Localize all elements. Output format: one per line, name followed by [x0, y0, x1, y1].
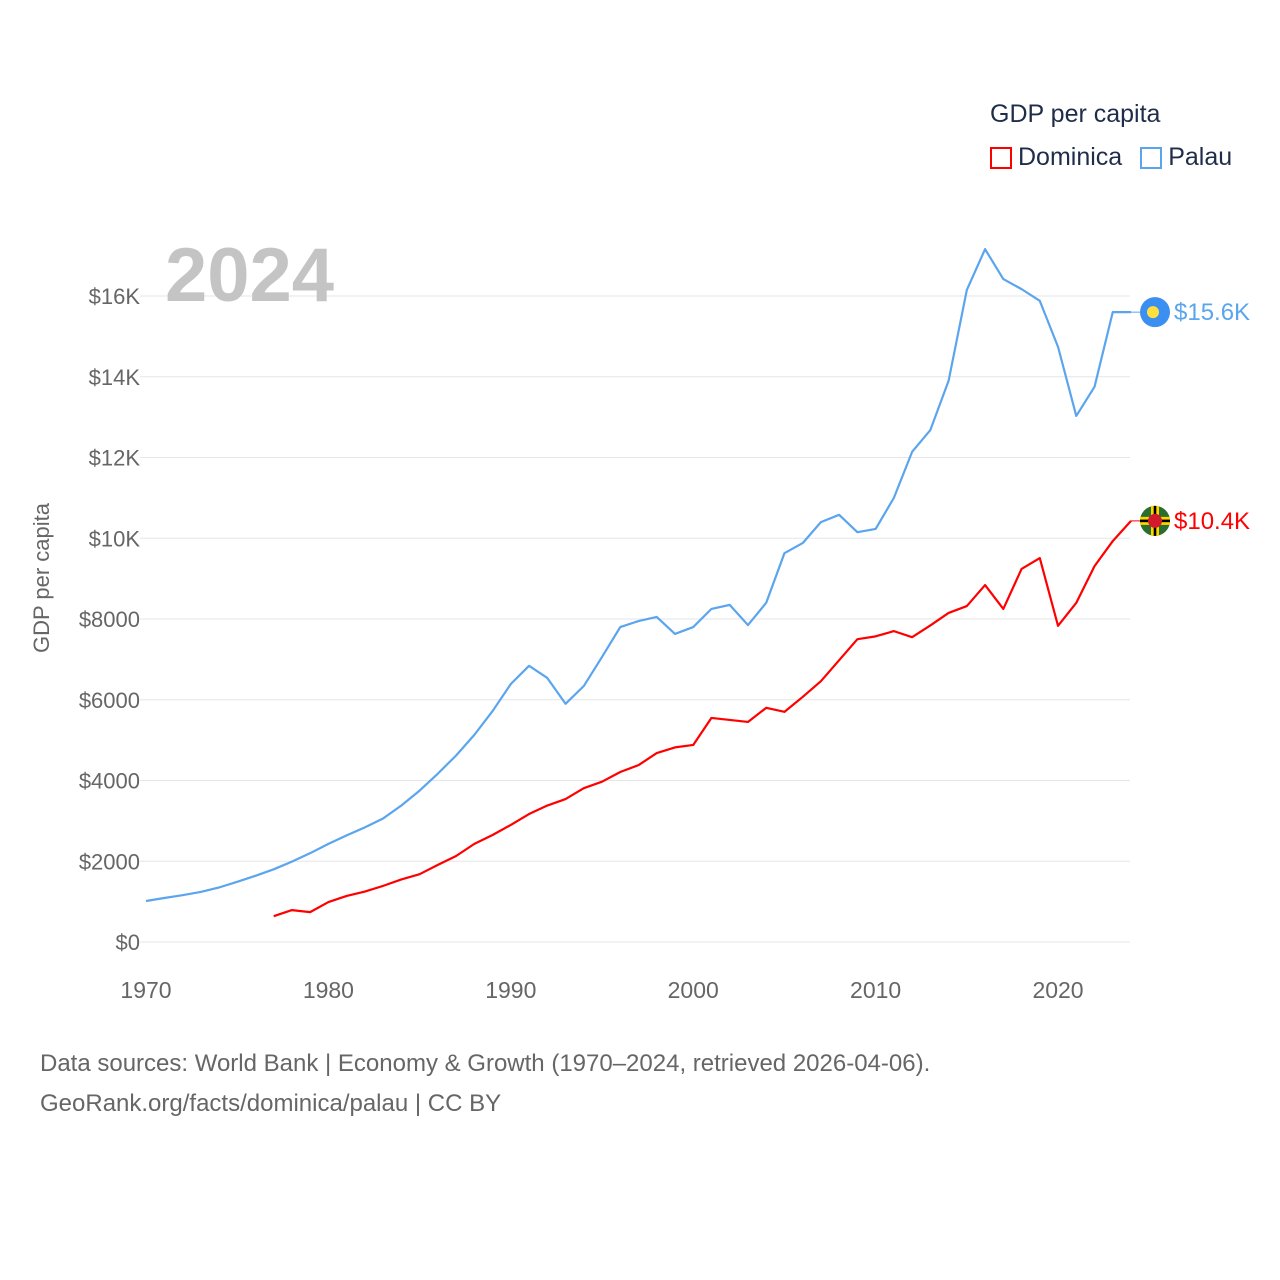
- x-tick-label: 2000: [668, 977, 719, 1003]
- dominica-flag-disc: [1148, 513, 1162, 528]
- legend-swatch-dominica: [990, 146, 1012, 169]
- current-year-label: 2024: [165, 233, 335, 318]
- y-tick-label: $10K: [89, 526, 141, 551]
- palau-flag-moon: [1147, 306, 1159, 319]
- y-tick-label: $2000: [79, 849, 140, 874]
- x-tick-label: 1970: [120, 977, 171, 1003]
- y-tick-label: $0: [116, 930, 140, 955]
- legend-label-dominica: Dominica: [1018, 143, 1123, 171]
- legend-item-dominica[interactable]: Dominica: [990, 143, 1122, 172]
- y-axis-label: GDP per capita: [29, 502, 54, 654]
- y-tick-label: $12K: [89, 446, 141, 471]
- series-line-dominica: [273, 520, 1132, 918]
- legend-label-palau: Palau: [1168, 143, 1233, 171]
- y-tick-label: $14K: [89, 365, 141, 390]
- y-tick-label: $6000: [79, 688, 140, 713]
- series-line-palau: [145, 248, 1131, 903]
- legend-item-palau[interactable]: Palau: [1140, 143, 1232, 172]
- end-value-label-dominica: $10.4K: [1174, 508, 1250, 535]
- x-tick-label: 2010: [850, 977, 901, 1003]
- source-line-2: GeoRank.org/facts/dominica/palau | CC BY: [40, 1090, 502, 1117]
- legend: Dominica Palau: [990, 143, 1232, 172]
- y-tick-label: $16K: [89, 284, 141, 309]
- y-tick-label: $8000: [79, 607, 140, 632]
- source-note: Data sources: World Bank | Economy & Gro…: [40, 1044, 930, 1124]
- end-value-label-palau: $15.6K: [1174, 299, 1250, 326]
- legend-swatch-palau: [1140, 146, 1163, 169]
- legend-title: GDP per capita: [990, 100, 1161, 128]
- x-tick-label: 1990: [485, 977, 536, 1003]
- x-tick-label: 2020: [1032, 977, 1083, 1003]
- source-line-1: Data sources: World Bank | Economy & Gro…: [40, 1050, 931, 1077]
- y-tick-label: $4000: [79, 769, 140, 794]
- x-tick-label: 1980: [303, 977, 354, 1003]
